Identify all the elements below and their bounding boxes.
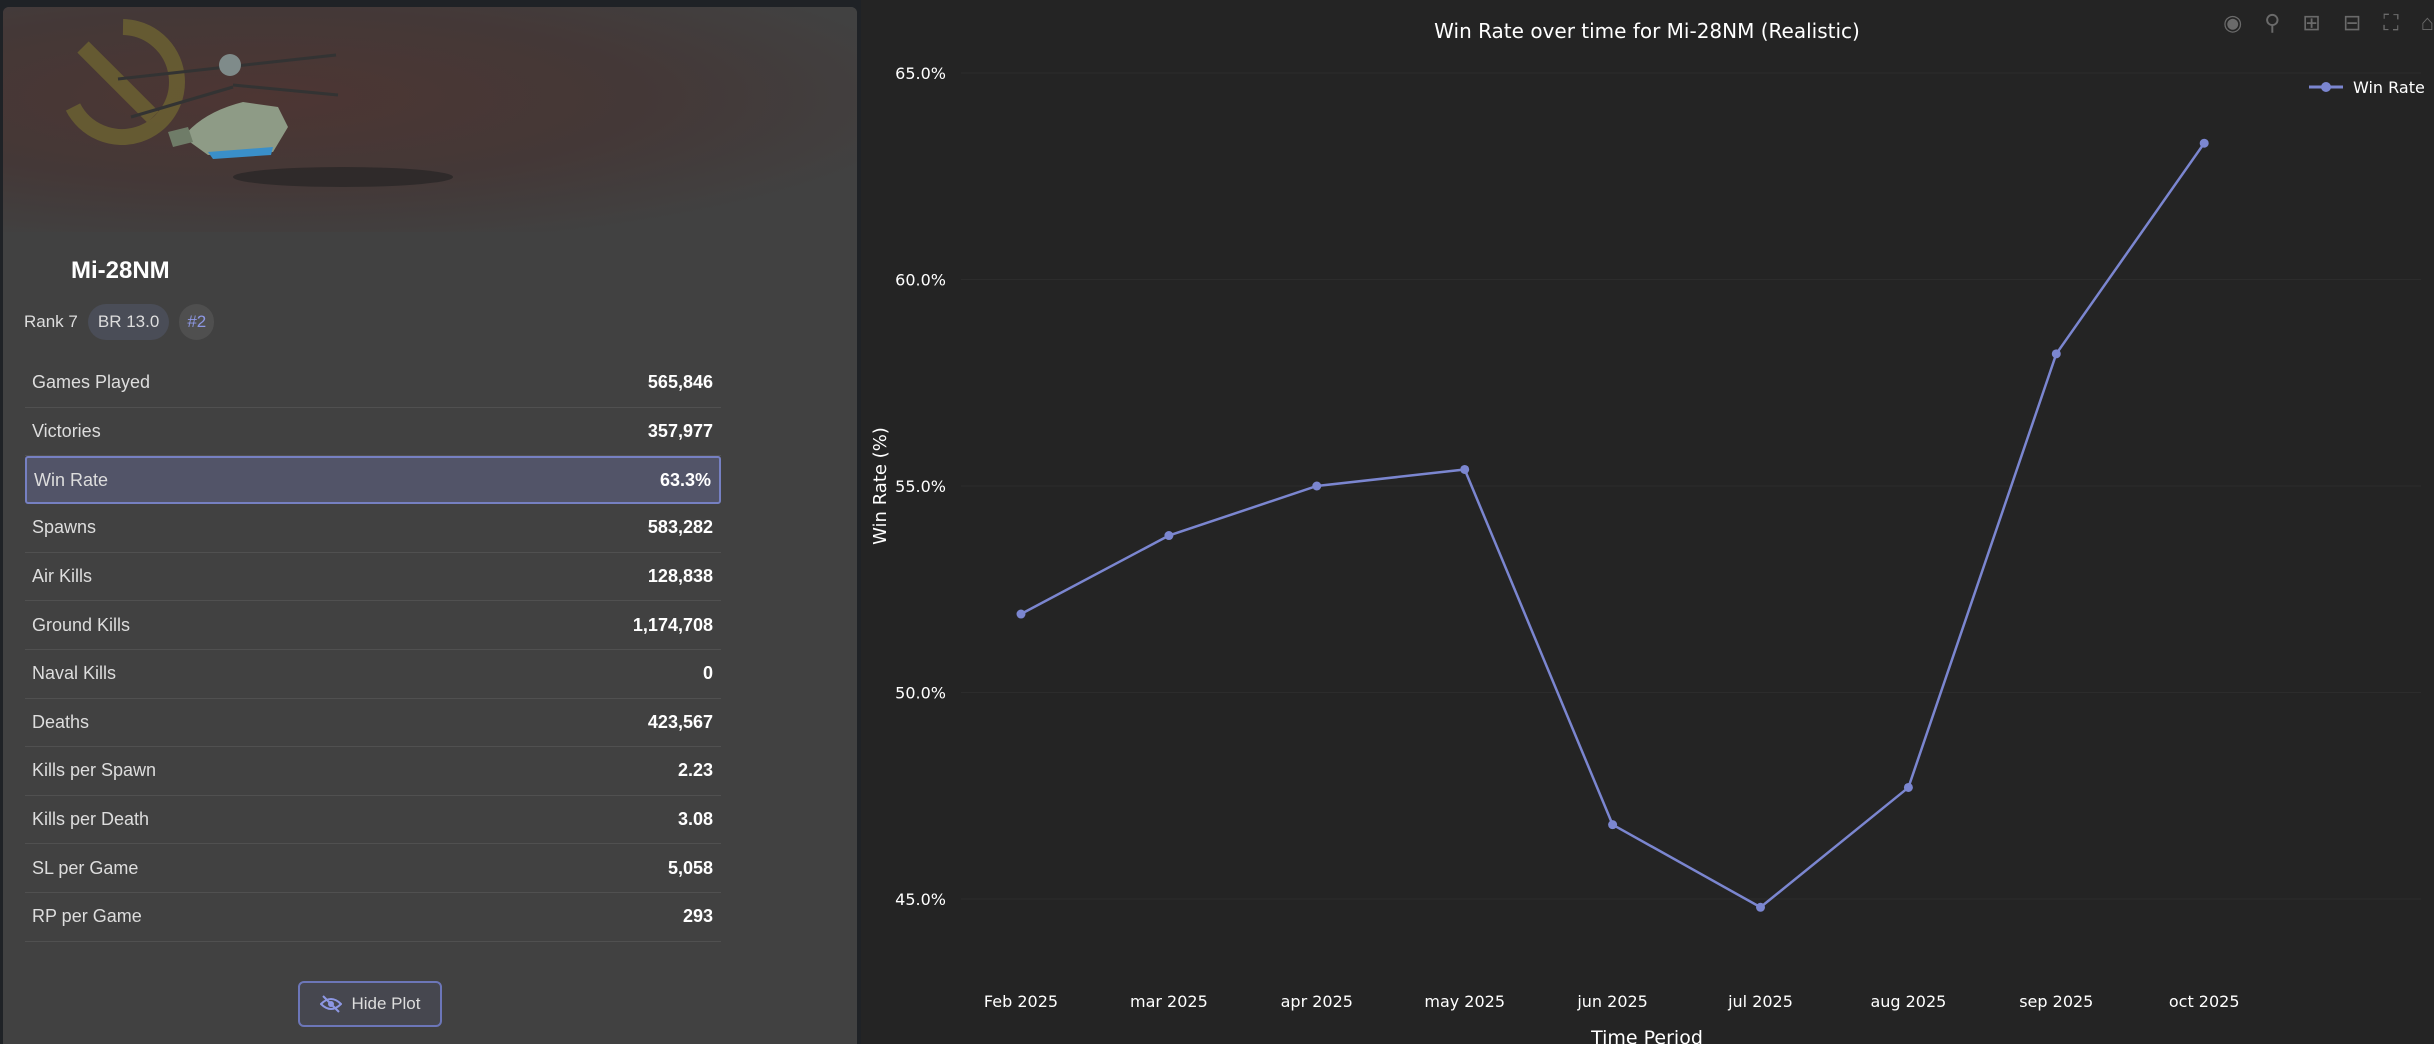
- x-tick-label: aug 2025: [1870, 992, 1946, 1011]
- data-point: [1608, 820, 1618, 830]
- chart-svg: Win Rate over time for Mi-28NM (Realisti…: [870, 19, 2425, 1044]
- stat-value: 63.3%: [659, 469, 711, 490]
- autoscale-icon[interactable]: ⛶: [2383, 10, 2399, 35]
- hide-plot-button[interactable]: Hide Plot: [298, 981, 442, 1027]
- stat-label: Deaths: [32, 711, 90, 732]
- series-line: [1020, 142, 2206, 909]
- home-icon[interactable]: ⌂: [2420, 10, 2434, 35]
- x-tick-label: mar 2025: [1130, 992, 1208, 1011]
- stat-label: Naval Kills: [32, 663, 117, 684]
- zoom-in-icon[interactable]: ⊞: [2302, 10, 2321, 35]
- rank-position-badge: #2: [179, 304, 215, 340]
- stat-row: Kills per Spawn 2.23: [25, 747, 721, 796]
- data-point: [1312, 481, 1322, 491]
- x-tick-label: jun 2025: [1576, 992, 1648, 1011]
- stat-label: Win Rate: [34, 469, 109, 490]
- vehicle-panel: Mi-28NM Rank 7 BR 13.0 #2 Games Played 56…: [3, 7, 857, 1044]
- stats-table: Games Played 565,846 Victories 357,977 Win R…: [25, 359, 721, 942]
- data-point: [2199, 138, 2209, 148]
- vehicle-image: [3, 7, 857, 232]
- stat-label: Ground Kills: [32, 614, 131, 635]
- stat-value: 5,058: [667, 857, 713, 878]
- x-tick-label: may 2025: [1424, 992, 1505, 1011]
- stat-value: 293: [682, 906, 713, 927]
- eye-slash-icon: [319, 995, 342, 1013]
- stat-value: 1,174,708: [632, 614, 713, 635]
- stat-value: 583,282: [647, 517, 713, 538]
- stat-value: 0: [702, 663, 713, 684]
- vehicle-badges: Rank 7 BR 13.0 #2: [24, 304, 215, 340]
- stat-row: Air Kills 128,838: [25, 553, 721, 602]
- stat-row: Games Played 565,846: [25, 359, 721, 408]
- data-point: [1016, 609, 1026, 619]
- br-badge: BR 13.0: [87, 304, 170, 340]
- legend-marker: [2321, 82, 2331, 92]
- rank-label: Rank 7: [24, 312, 78, 331]
- stat-value: 357,977: [647, 420, 713, 441]
- x-tick-label: oct 2025: [2169, 992, 2240, 1011]
- y-tick-label: 50.0%: [895, 684, 946, 703]
- stat-label: Games Played: [32, 372, 151, 393]
- stat-label: Kills per Death: [32, 809, 150, 830]
- stat-row: RP per Game 293: [25, 893, 721, 942]
- stat-value: 565,846: [647, 372, 713, 393]
- stat-row[interactable]: Win Rate 63.3%: [25, 456, 721, 505]
- y-tick-label: 55.0%: [895, 477, 946, 496]
- vehicle-name: Mi-28NM: [71, 257, 170, 284]
- stat-label: Kills per Spawn: [32, 760, 157, 781]
- legend-label: Win Rate: [2353, 78, 2425, 97]
- stat-row: Naval Kills 0: [25, 650, 721, 699]
- data-point: [1903, 782, 1913, 792]
- stat-row: Kills per Death 3.08: [25, 796, 721, 845]
- y-axis-title: Win Rate (%): [870, 427, 891, 545]
- data-point: [1756, 902, 1765, 912]
- zoom-out-icon[interactable]: ⊟: [2342, 10, 2362, 35]
- x-tick-label: jul 2025: [1727, 992, 1793, 1011]
- stat-row: SL per Game 5,058: [25, 844, 721, 893]
- stat-value: 423,567: [647, 711, 713, 732]
- stat-row: Spawns 583,282: [25, 504, 721, 553]
- chart-modebar: ◉ ⚲ ⊞ ⊟ ⛶ ⌂: [2223, 10, 2434, 36]
- x-axis-title: Time Period: [1590, 1027, 1703, 1044]
- stat-label: Victories: [32, 420, 101, 441]
- stat-row: Victories 357,977: [25, 408, 721, 457]
- stat-row: Ground Kills 1,174,708: [25, 601, 721, 650]
- stat-value: 3.08: [677, 809, 713, 830]
- stat-label: RP per Game: [32, 906, 142, 927]
- stat-label: Air Kills: [32, 566, 93, 587]
- data-point: [1164, 531, 1174, 541]
- y-tick-label: 45.0%: [895, 890, 946, 909]
- stat-label: SL per Game: [32, 857, 139, 878]
- x-tick-label: sep 2025: [2019, 992, 2093, 1011]
- data-point: [2051, 349, 2061, 359]
- stat-value: 128,838: [647, 566, 713, 587]
- stat-value: 2.23: [677, 760, 713, 781]
- data-point: [1460, 464, 1470, 474]
- stat-label: Spawns: [32, 517, 97, 538]
- y-tick-label: 65.0%: [895, 64, 946, 83]
- win-rate-chart[interactable]: Win Rate over time for Mi-28NM (Realisti…: [861, 0, 2434, 1044]
- zoom-icon[interactable]: ⚲: [2264, 10, 2281, 35]
- camera-icon[interactable]: ◉: [2223, 10, 2243, 35]
- chart-title: Win Rate over time for Mi-28NM (Realisti…: [1434, 19, 1860, 43]
- helicopter-image: [65, 19, 453, 187]
- y-tick-label: 60.0%: [895, 271, 946, 290]
- x-tick-label: apr 2025: [1281, 992, 1353, 1011]
- x-tick-label: Feb 2025: [984, 992, 1058, 1011]
- stat-row: Deaths 423,567: [25, 699, 721, 748]
- hide-plot-label: Hide Plot: [351, 994, 421, 1013]
